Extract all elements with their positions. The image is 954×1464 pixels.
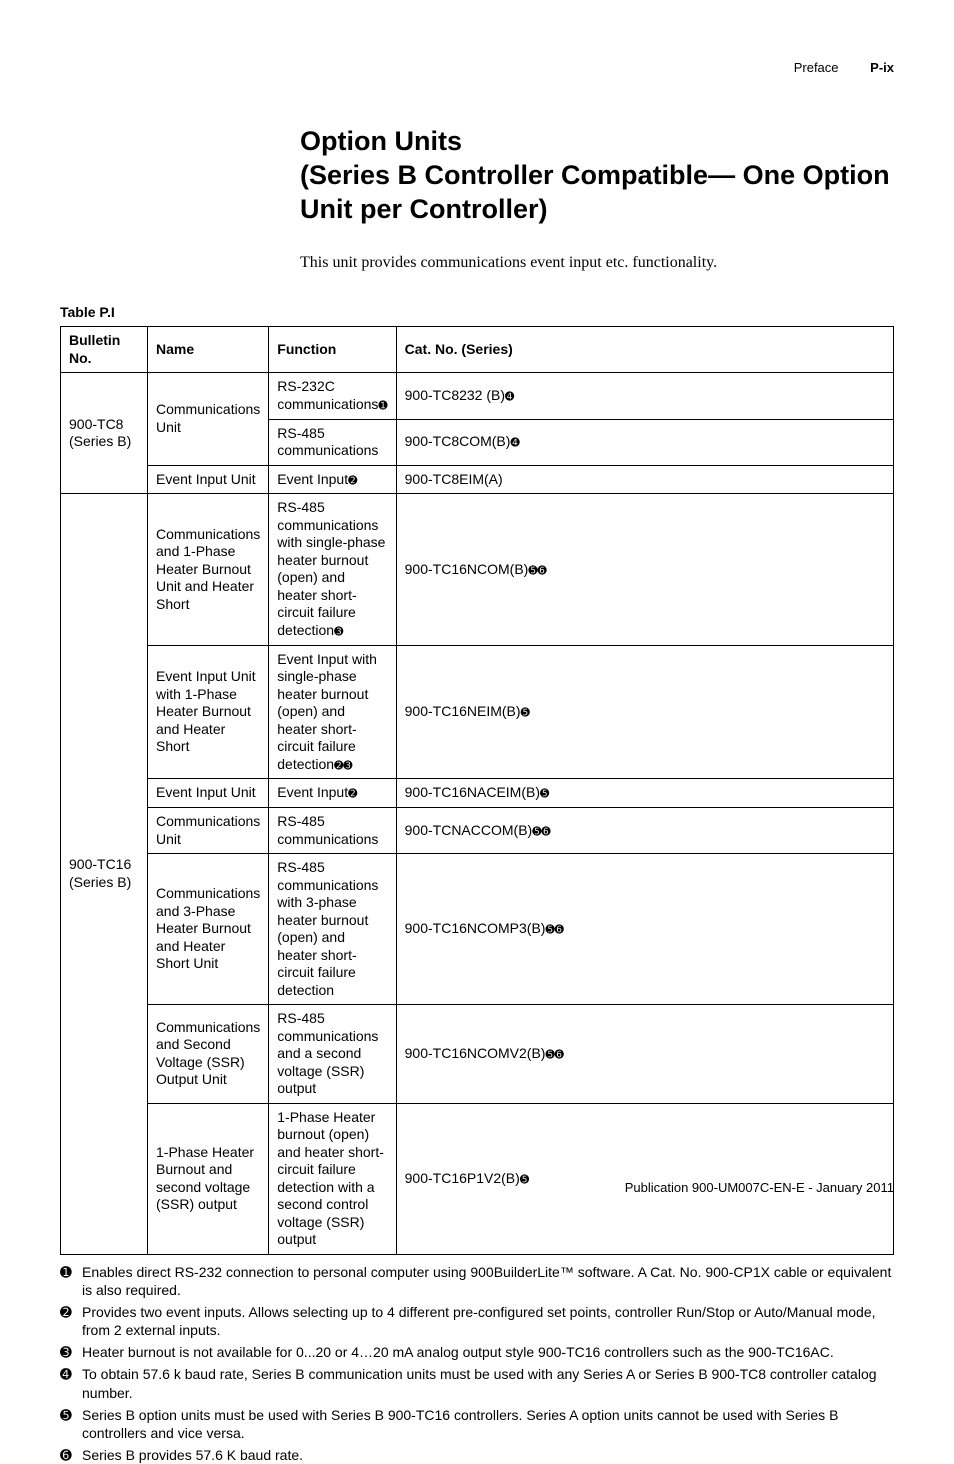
cell-cat: 900-TC16P1V2(B)➎	[396, 1103, 893, 1254]
table-row: Communications and 3-Phase Heater Burnou…	[61, 854, 894, 1005]
col-cat-no: Cat. No. (Series)	[396, 327, 893, 373]
table-row: Event Input Unit with 1-Phase Heater Bur…	[61, 645, 894, 779]
footnote-text: Series B provides 57.6 K baud rate.	[82, 1446, 303, 1464]
footnote-mark: ➍	[60, 1365, 82, 1401]
title-line-1: Option Units	[300, 126, 462, 156]
cell-function: RS-485 communications and a second volta…	[269, 1005, 396, 1104]
cell-bulletin: 900-TC16 (Series B)	[61, 494, 148, 1254]
cell-cat: 900-TCNACCOM(B)➎➏	[396, 808, 893, 854]
footnote-text: To obtain 57.6 k baud rate, Series B com…	[82, 1365, 894, 1401]
footnote: ➊Enables direct RS-232 connection to per…	[60, 1263, 894, 1299]
footnote-mark: ➏	[60, 1446, 82, 1464]
footnote-mark: ➋	[60, 1303, 82, 1339]
header-page-number: P-ix	[870, 60, 894, 75]
cell-cat: 900-TC16NCOM(B)➎➏	[396, 494, 893, 645]
footnote: ➋Provides two event inputs. Allows selec…	[60, 1303, 894, 1339]
table-row: Communications and Second Voltage (SSR) …	[61, 1005, 894, 1104]
header-section: Preface	[794, 60, 839, 75]
table-row: Event Input Unit Event Input➋ 900-TC16NA…	[61, 779, 894, 808]
table-row: Event Input Unit Event Input➋ 900-TC8EIM…	[61, 465, 894, 494]
option-units-table: Bulletin No. Name Function Cat. No. (Ser…	[60, 326, 894, 1254]
cell-name: Communications and Second Voltage (SSR) …	[148, 1005, 269, 1104]
table-row: 900-TC8 (Series B) Communications Unit R…	[61, 373, 894, 419]
cell-cat: 900-TC8COM(B)➍	[396, 419, 893, 465]
footnote-mark: ➊	[60, 1263, 82, 1299]
intro-paragraph: This unit provides communications event …	[300, 254, 894, 272]
cell-name: Communications and 3-Phase Heater Burnou…	[148, 854, 269, 1005]
cell-name: Event Input Unit with 1-Phase Heater Bur…	[148, 645, 269, 779]
footnote: ➌Heater burnout is not available for 0..…	[60, 1343, 894, 1361]
cell-name: Event Input Unit	[148, 779, 269, 808]
footnote-text: Provides two event inputs. Allows select…	[82, 1303, 894, 1339]
footnote-mark: ➎	[60, 1406, 82, 1442]
footnote-text: Enables direct RS-232 connection to pers…	[82, 1263, 894, 1299]
cell-name: Event Input Unit	[148, 465, 269, 494]
title-line-2: (Series B Controller Compatible— One Opt…	[300, 160, 890, 224]
cell-cat: 900-TC8EIM(A)	[396, 465, 893, 494]
footnotes: ➊Enables direct RS-232 connection to per…	[60, 1263, 894, 1464]
cell-cat: 900-TC8232 (B)➍	[396, 373, 893, 419]
cell-function: Event Input with single-phase heater bur…	[269, 645, 396, 779]
cell-name: Communications and 1-Phase Heater Burnou…	[148, 494, 269, 645]
cell-name: Communications Unit	[148, 373, 269, 465]
page-header: Preface P-ix	[60, 60, 894, 75]
cell-name: Communications Unit	[148, 808, 269, 854]
publication-footer: Publication 900-UM007C-EN-E - January 20…	[625, 1180, 894, 1195]
footnote: ➍To obtain 57.6 k baud rate, Series B co…	[60, 1365, 894, 1401]
cell-bulletin: 900-TC8 (Series B)	[61, 373, 148, 494]
footnote-text: Heater burnout is not available for 0...…	[82, 1343, 834, 1361]
table-label: Table P.I	[60, 304, 894, 320]
col-bulletin: Bulletin No.	[61, 327, 148, 373]
cell-function: RS-485 communications with single-phase …	[269, 494, 396, 645]
cell-function: RS-485 communications	[269, 808, 396, 854]
col-function: Function	[269, 327, 396, 373]
page-title: Option Units (Series B Controller Compat…	[300, 125, 894, 226]
footnote-text: Series B option units must be used with …	[82, 1406, 894, 1442]
cell-name: 1-Phase Heater Burnout and second voltag…	[148, 1103, 269, 1254]
footnote: ➏Series B provides 57.6 K baud rate.	[60, 1446, 894, 1464]
cell-function: 1-Phase Heater burnout (open) and heater…	[269, 1103, 396, 1254]
cell-cat: 900-TC16NCOMV2(B)➎➏	[396, 1005, 893, 1104]
cell-function: Event Input➋	[269, 465, 396, 494]
footnote: ➎Series B option units must be used with…	[60, 1406, 894, 1442]
table-row: 900-TC16 (Series B) Communications and 1…	[61, 494, 894, 645]
cell-cat: 900-TC16NCOMP3(B)➎➏	[396, 854, 893, 1005]
cell-function: RS-485 communications with 3-phase heate…	[269, 854, 396, 1005]
table-row: 1-Phase Heater Burnout and second voltag…	[61, 1103, 894, 1254]
cell-cat: 900-TC16NEIM(B)➎	[396, 645, 893, 779]
cell-cat: 900-TC16NACEIM(B)➎	[396, 779, 893, 808]
table-header-row: Bulletin No. Name Function Cat. No. (Ser…	[61, 327, 894, 373]
table-row: Communications Unit RS-485 communication…	[61, 808, 894, 854]
cell-function: Event Input➋	[269, 779, 396, 808]
footnote-mark: ➌	[60, 1343, 82, 1361]
cell-function: RS-232C communications➊	[269, 373, 396, 419]
col-name: Name	[148, 327, 269, 373]
cell-function: RS-485 communications	[269, 419, 396, 465]
